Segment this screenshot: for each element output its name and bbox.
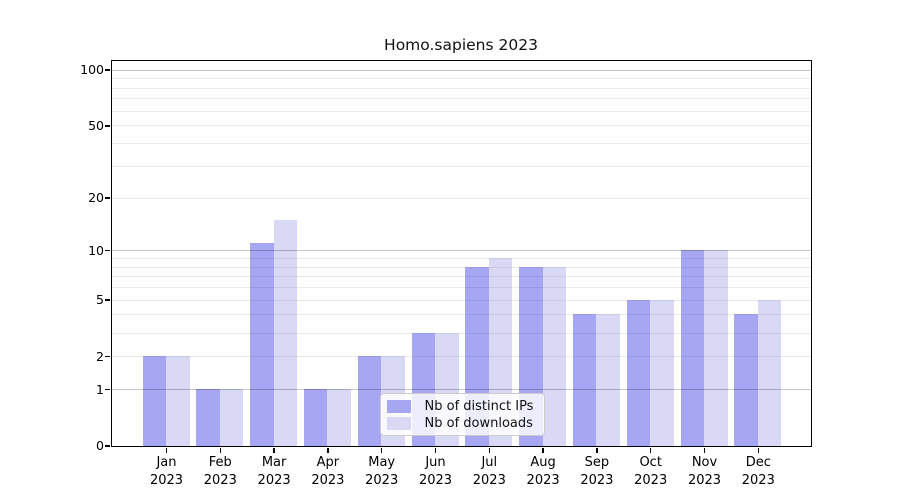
y-tick-label: 10 xyxy=(88,242,104,258)
legend-label-distinct-ips: Nb of distinct IPs xyxy=(424,398,534,414)
bar-downloads xyxy=(542,266,567,446)
x-tick xyxy=(596,447,598,453)
gridline-minor xyxy=(111,98,811,100)
gridline-minor xyxy=(111,110,811,112)
bar-distinct-ips xyxy=(250,243,274,446)
legend-swatch-distinct-ips-icon xyxy=(386,399,411,413)
legend-item-downloads: Nb of downloads xyxy=(386,415,536,432)
bar-downloads xyxy=(273,219,298,446)
gridline-minor xyxy=(111,197,811,199)
y-tick xyxy=(104,355,110,358)
bar-distinct-ips xyxy=(572,314,597,446)
x-tick-label: Mar 2023 xyxy=(257,455,291,488)
y-tick xyxy=(104,445,110,447)
x-tick xyxy=(542,447,544,453)
y-tick-label: 20 xyxy=(88,190,104,206)
x-tick xyxy=(273,447,275,453)
legend: Nb of distinct IPs Nb of downloads xyxy=(379,392,545,436)
x-tick xyxy=(219,447,222,453)
gridline-minor xyxy=(111,287,811,289)
bar-downloads xyxy=(219,389,244,446)
y-tick-label: 2 xyxy=(96,348,104,364)
x-tick-label: Aug 2023 xyxy=(526,455,560,488)
bar-downloads xyxy=(596,314,620,446)
gridline-minor xyxy=(111,143,811,145)
y-tick xyxy=(104,388,110,391)
x-tick-label: Jan 2023 xyxy=(149,455,184,488)
x-tick-label: Sep 2023 xyxy=(580,455,614,488)
gridline-major xyxy=(111,69,811,71)
x-tick xyxy=(757,447,760,453)
x-tick-label: Oct 2023 xyxy=(634,455,668,488)
gridline-minor xyxy=(111,78,811,80)
y-tick xyxy=(104,125,110,127)
legend-swatch-downloads-icon xyxy=(386,416,411,430)
plot-area: Nb of distinct IPs Nb of downloads xyxy=(110,59,812,447)
y-tick xyxy=(104,249,110,252)
gridline-major xyxy=(111,250,811,252)
gridline-minor xyxy=(111,299,811,301)
bar-distinct-ips xyxy=(196,389,220,446)
x-tick xyxy=(380,447,383,453)
x-tick-label: Feb 2023 xyxy=(203,455,237,488)
x-tick-label: May 2023 xyxy=(365,455,399,488)
grid-layer xyxy=(111,61,811,446)
gridline-minor xyxy=(111,266,811,268)
x-tick xyxy=(165,447,168,453)
bar-distinct-ips xyxy=(303,389,328,446)
x-tick-label: Nov 2023 xyxy=(687,455,722,488)
x-tick-label: Jun 2023 xyxy=(418,455,453,488)
y-tick-label: 100 xyxy=(80,62,104,78)
gridline-minor xyxy=(111,257,811,259)
bar-downloads xyxy=(327,389,351,446)
gridline-minor xyxy=(111,356,811,358)
gridline-minor xyxy=(111,125,811,127)
bar-distinct-ips xyxy=(680,250,704,446)
y-tick xyxy=(104,197,110,199)
y-tick-label: 1 xyxy=(96,381,104,397)
y-tick xyxy=(104,69,110,71)
gridline-minor xyxy=(111,165,811,167)
gridline-minor xyxy=(111,332,811,334)
bar-downloads xyxy=(757,299,782,446)
bar-downloads xyxy=(704,250,728,446)
x-tick xyxy=(488,447,491,453)
bar-distinct-ips xyxy=(142,356,166,446)
x-tick-label: Apr 2023 xyxy=(311,455,345,488)
bar-downloads xyxy=(650,299,674,446)
bar-distinct-ips xyxy=(626,299,651,446)
legend-label-downloads: Nb of downloads xyxy=(424,415,533,431)
x-tick xyxy=(649,447,652,453)
y-tick xyxy=(104,299,110,301)
x-tick xyxy=(434,447,437,453)
y-tick-label: 5 xyxy=(96,292,104,308)
y-tick-label: 50 xyxy=(88,117,104,133)
gridline-minor xyxy=(111,314,811,316)
x-tick-label: Dec 2023 xyxy=(741,455,775,488)
chart-title: Homo.sapiens 2023 xyxy=(384,36,538,54)
gridline-minor xyxy=(111,276,811,278)
x-tick-label: Jul 2023 xyxy=(472,455,506,488)
x-tick xyxy=(703,447,706,453)
gridline-minor xyxy=(111,87,811,89)
legend-item-distinct-ips: Nb of distinct IPs xyxy=(386,398,536,415)
bar-distinct-ips xyxy=(357,356,382,446)
gridline-major xyxy=(111,389,811,391)
y-tick-label: 0 xyxy=(96,438,104,453)
x-tick xyxy=(327,447,329,453)
bar-distinct-ips xyxy=(734,314,758,446)
bar-downloads xyxy=(166,356,190,446)
